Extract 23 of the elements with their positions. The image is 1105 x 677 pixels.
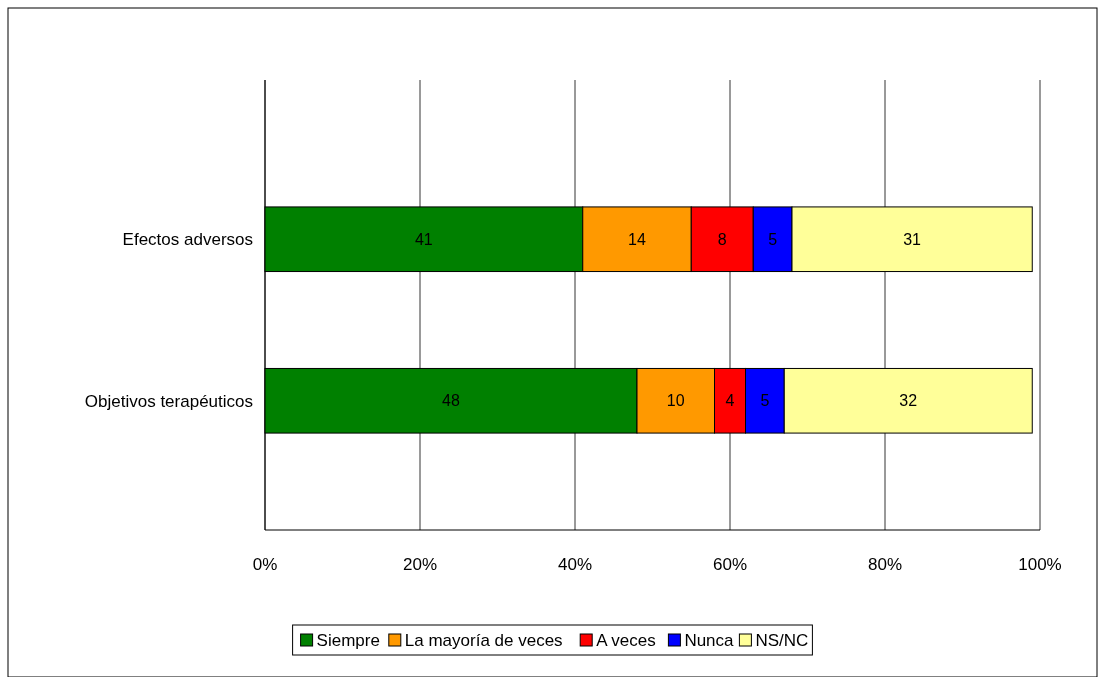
x-tick-label: 40% bbox=[557, 555, 593, 574]
legend-label: Siempre bbox=[316, 630, 380, 650]
data-label: 5 bbox=[760, 392, 770, 410]
data-label: 4 bbox=[725, 392, 735, 410]
legend-label: A veces bbox=[596, 630, 656, 650]
data-label: 48 bbox=[442, 392, 460, 410]
y-tick-label: Efectos adversos bbox=[122, 230, 253, 250]
x-tick-label: 100% bbox=[1018, 555, 1062, 574]
data-label: 31 bbox=[903, 230, 922, 248]
legend-label: Nunca bbox=[684, 630, 735, 650]
y-tick-label: Objetivos terapéuticos bbox=[84, 391, 253, 411]
x-tick-label: 0% bbox=[252, 555, 278, 574]
data-label: 14 bbox=[628, 230, 646, 248]
data-label: 10 bbox=[666, 392, 685, 410]
x-tick-label: 20% bbox=[402, 555, 438, 574]
legend-label: NS/NC bbox=[755, 630, 809, 650]
data-label: 41 bbox=[414, 230, 433, 248]
data-label: 8 bbox=[717, 230, 727, 248]
x-tick-label: 60% bbox=[712, 555, 748, 574]
data-label: 5 bbox=[768, 230, 778, 248]
legend-label: La mayoría de veces bbox=[404, 630, 563, 650]
x-tick-label: 80% bbox=[867, 555, 903, 574]
data-label: 32 bbox=[899, 392, 918, 410]
